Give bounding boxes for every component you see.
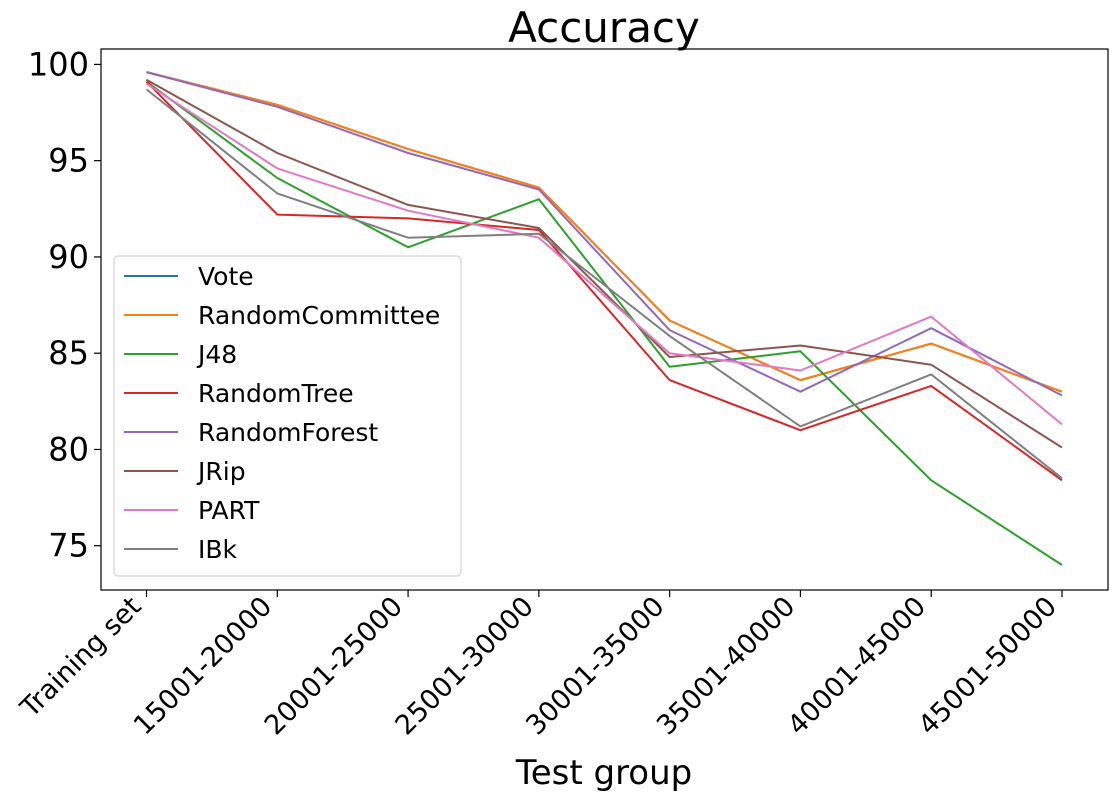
plot-frame: [100, 48, 1109, 591]
chart-title: Accuracy: [508, 3, 700, 52]
series-line-j48: [145, 80, 1063, 566]
x-tick-label: 30001-35000: [520, 591, 670, 741]
y-tick-label: 80: [48, 430, 89, 468]
series-line-randomtree: [145, 80, 1063, 482]
legend-label: Vote: [198, 262, 254, 291]
series-line-ibk: [145, 88, 1063, 480]
legend-label: J48: [196, 340, 237, 369]
series-line-part: [145, 82, 1063, 426]
x-tick-label: 40001-45000: [782, 591, 932, 741]
legend-box: [113, 255, 462, 577]
series-line-randomcommittee: [146, 71, 1063, 393]
x-tick-label: Training set: [14, 591, 147, 724]
legend-label: RandomCommittee: [198, 301, 440, 330]
x-tick-label: 25001-30000: [390, 591, 540, 741]
y-tick-label: 90: [48, 238, 89, 276]
x-axis-label: Test group: [515, 753, 693, 793]
legend-label: JRip: [196, 457, 246, 486]
x-tick-label: 15001-20000: [128, 591, 278, 741]
series-line-randomforest: [146, 71, 1063, 397]
y-tick-label: 95: [48, 142, 89, 180]
legend-label: RandomForest: [198, 418, 378, 447]
x-tick-label: 35001-40000: [651, 591, 801, 741]
x-tick-label: 45001-50000: [913, 591, 1063, 741]
y-tick-label: 75: [48, 527, 89, 565]
y-axis-ticks: 75 80 85 90 95 100: [28, 45, 101, 565]
legend-label: IBk: [198, 535, 238, 564]
legend: Vote RandomCommittee J48 RandomTree RandomFo…: [113, 255, 462, 577]
y-tick-label: 100: [28, 45, 89, 83]
y-tick-label: 85: [48, 334, 89, 372]
legend-label: RandomTree: [198, 379, 354, 408]
series-lines: [145, 71, 1063, 566]
x-tick-label: 20001-25000: [259, 591, 409, 741]
series-line-jrip: [146, 78, 1063, 449]
legend-label: PART: [198, 496, 260, 525]
x-axis-ticks: Training set15001-2000020001-2500025001-…: [14, 590, 1063, 741]
